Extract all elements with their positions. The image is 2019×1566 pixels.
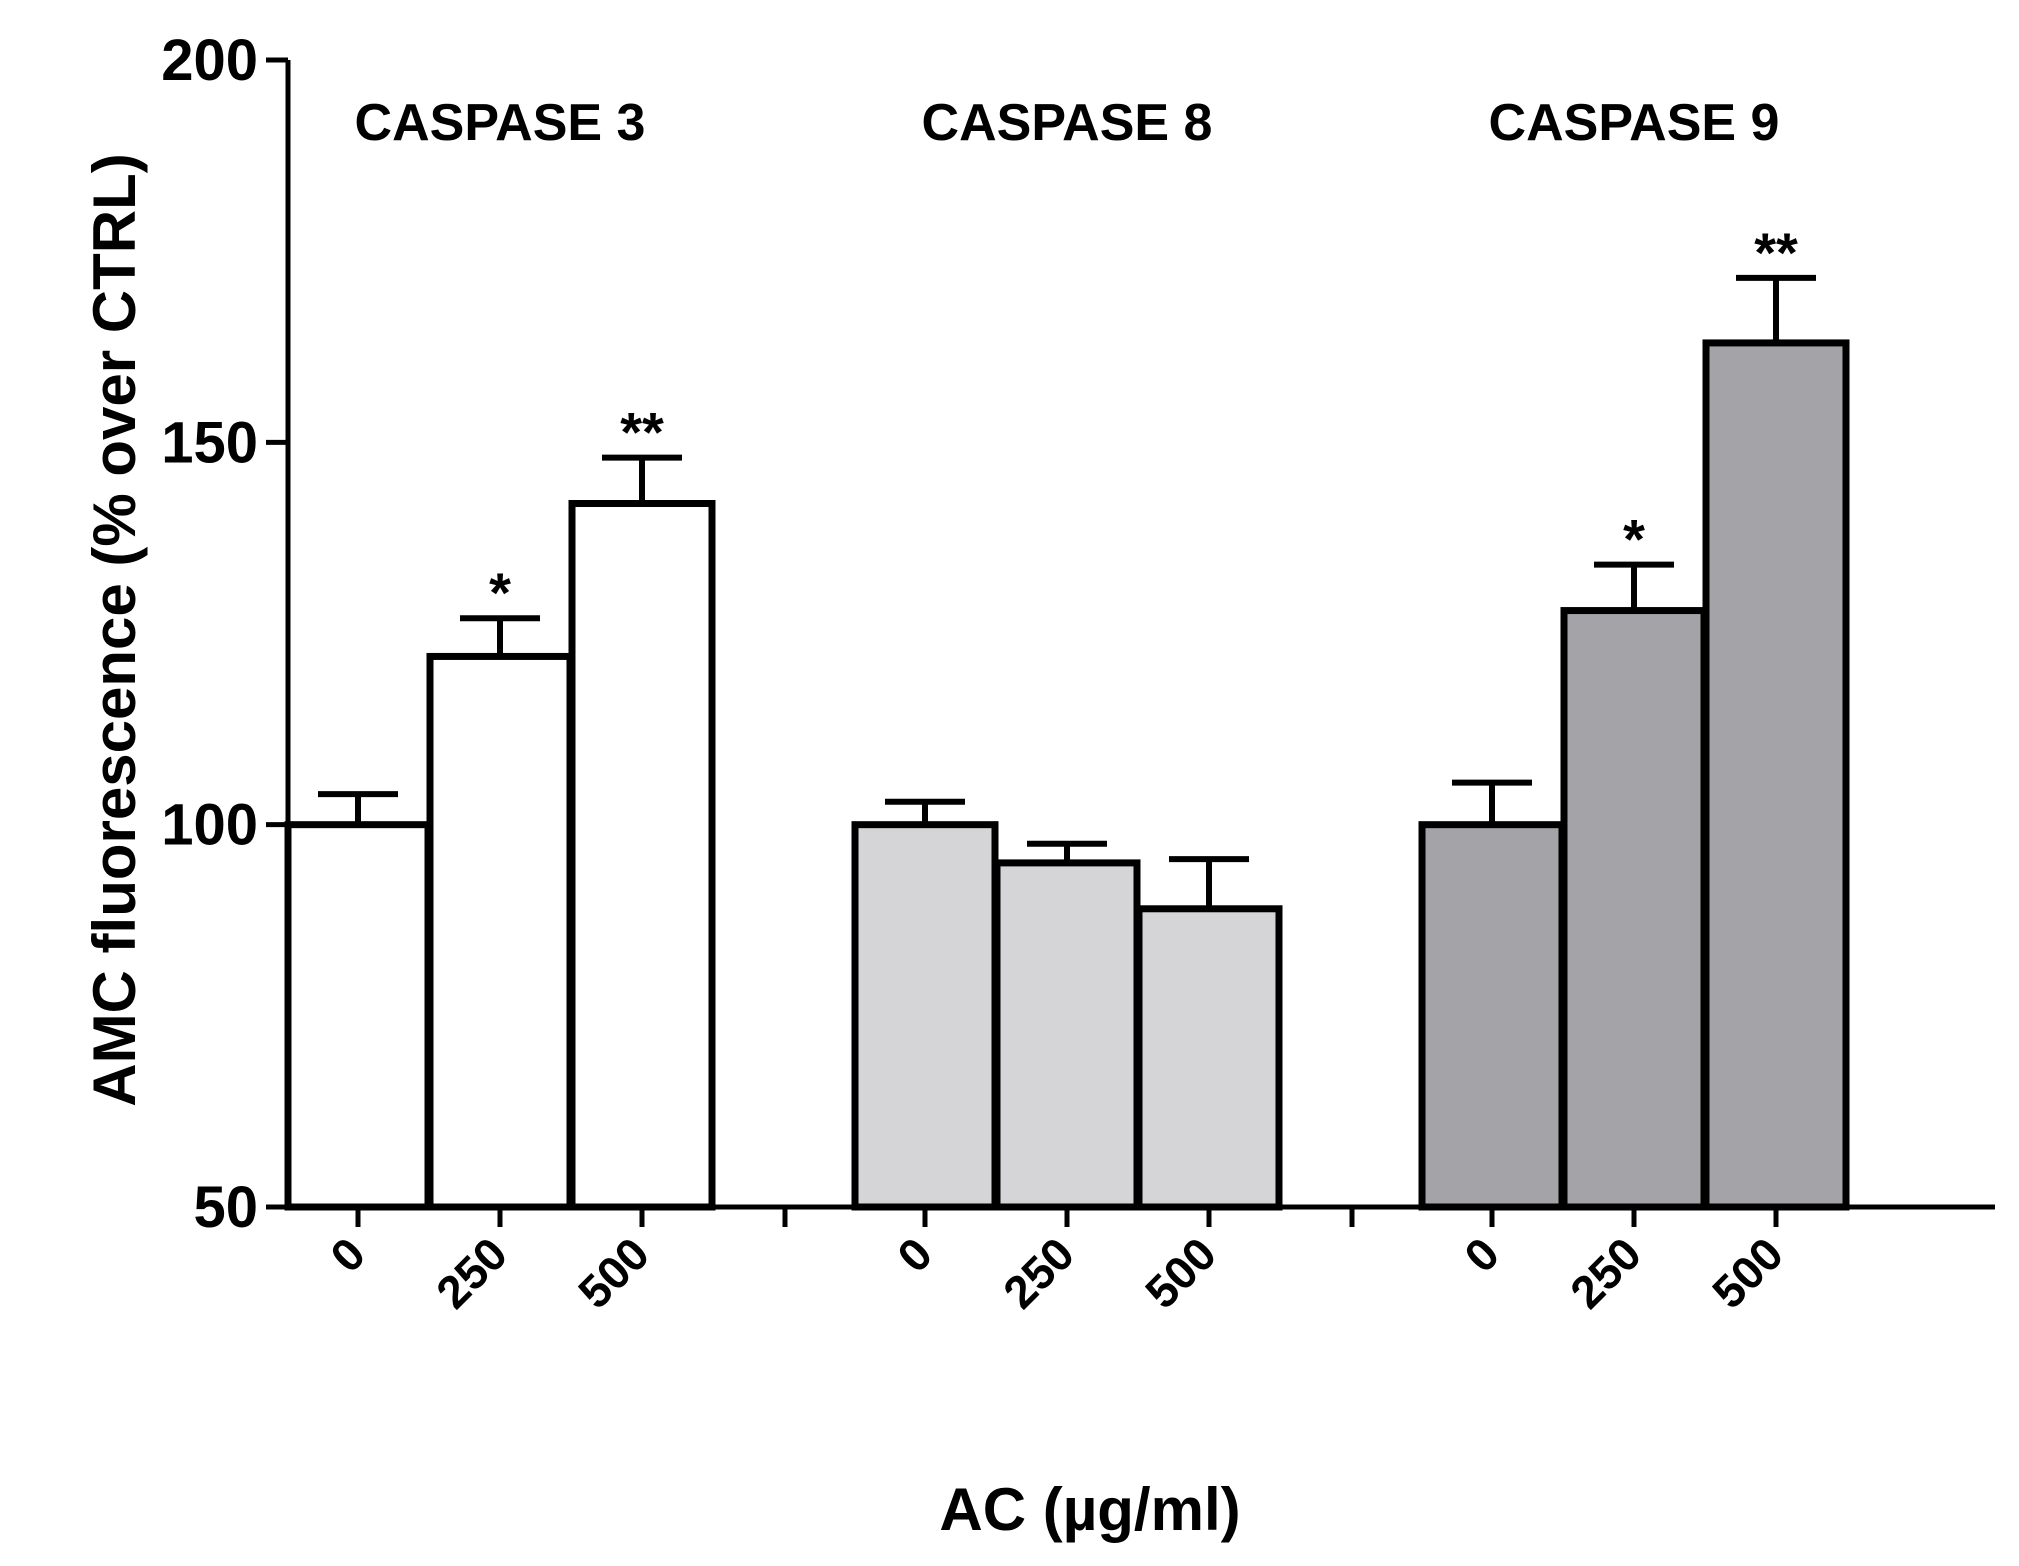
bars [284,274,1850,1211]
y-tick-label: 200 [161,28,258,93]
significance-label: * [489,561,511,624]
group-label: CASPASE 3 [355,94,646,152]
x-tick-label: 250 [993,1227,1084,1318]
group-label: CASPASE 9 [1489,94,1780,152]
bar [993,859,1141,1211]
bar [851,821,999,1211]
bar [1702,339,1850,1211]
significance-label: ** [1754,221,1798,284]
x-tick-label: 250 [426,1227,517,1318]
bar [1135,905,1283,1211]
y-axis-title: AMC fluorescence (% over CTRL) [81,153,148,1107]
y-tick-label: 150 [161,410,258,475]
y-tick-label: 50 [193,1175,258,1240]
x-tick-label: 500 [568,1227,659,1318]
bar [1560,607,1708,1211]
significance-label: ** [620,401,664,464]
x-tick-label: 500 [1702,1227,1793,1318]
bar [426,652,574,1211]
x-axis-title: AC (µg/ml) [939,1476,1240,1543]
x-tick-label: 0 [1454,1227,1509,1282]
significance-label: * [1623,508,1645,571]
bar [284,821,432,1211]
x-tick-label: 500 [1135,1227,1226,1318]
x-tick-label: 0 [887,1227,942,1282]
x-tick-label: 0 [320,1227,375,1282]
bar [1418,821,1566,1211]
y-tick-label: 100 [161,793,258,858]
group-label: CASPASE 8 [922,94,1213,152]
x-tick-label: 250 [1560,1227,1651,1318]
bar [568,500,716,1211]
